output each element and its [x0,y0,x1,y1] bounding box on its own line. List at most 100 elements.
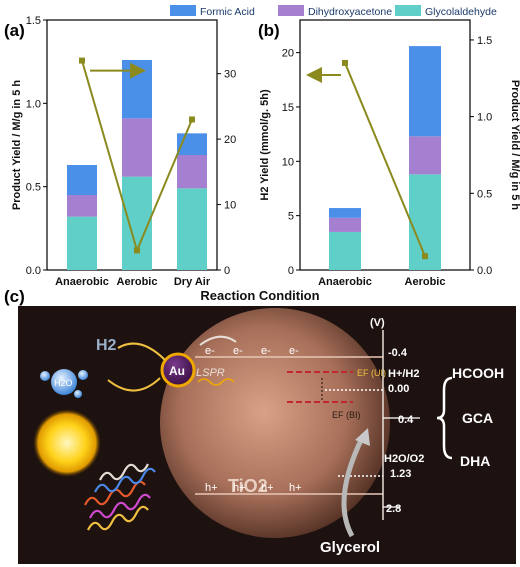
potential-0.4: 0.4 [398,414,414,426]
bar-glycolaldehyde-anaerobic [67,216,97,270]
unit-label: (V) [370,317,385,329]
glycerol-arrow [341,436,365,538]
hole-2: h+ [233,482,246,494]
h2o-bubble-3 [78,370,88,380]
right-y-tick-label: 0.5 [477,188,492,200]
x-tick-label: Aerobic [117,276,158,288]
h2o-label: H2O [54,378,73,388]
y-tick-label: 1.0 [26,98,41,110]
potential-1.23: 1.23 [390,468,411,480]
right-y-tick-label: 30 [224,69,236,81]
bar-formic-acid-anaerobic [329,208,361,218]
au-particle [160,352,196,388]
legend-label-glycolaldehyde: Glycolaldehyde [425,6,497,18]
sun-icon [33,409,101,477]
glycerol-arrowhead [355,428,370,446]
legend-swatch-formic-acid [170,5,196,16]
y-axis-label-b: H2 Yield (mmol/g. 5h) [259,89,271,201]
line-point [79,57,85,64]
legend-swatch-dihydroxyacetone [278,5,304,16]
bar-dihydroxyacetone-anaerobic [67,195,97,217]
h2-label: H2 [96,337,117,354]
legend-label-dihydroxyacetone: Dihydroxyacetone [308,6,392,18]
right-y-tick-label: 0.0 [477,265,492,277]
couple-h2o-o2: H2O/O2 [384,453,424,465]
panel-c: (c) TiO2 EF (UI) EF (BI) e- e- e- e- h+ … [4,287,516,564]
y-tick-label: 10 [282,156,294,168]
line-point [342,59,348,66]
x-tick-label: Dry Air [174,276,211,288]
legend-swatch-glycolaldehyde [395,5,421,16]
right-y-tick-label: 0 [224,265,230,277]
bar-formic-acid-aerobic [122,60,152,119]
bar-glycolaldehyde-aerobic [122,176,152,270]
right-y-axis-label-b: Product Yield / M/g in 5 h [509,80,520,210]
bar-formic-acid-aerobic [409,46,441,137]
hole-1: h+ [205,482,218,494]
product-brace [436,376,453,460]
right-y-tick-label: 10 [224,200,236,212]
electron-3: e- [261,345,271,357]
electron-1: e- [205,345,215,357]
tio2-sphere [160,308,390,538]
x-tick-label: Anaerobic [55,276,109,288]
chart-panel-a: (a) Anaerobic Aerobic Dry Air 0.0 0.5 1.0 1.5 0… [4,15,236,288]
y-tick-label: 15 [282,102,294,114]
panel-label-b: (b) [258,21,280,40]
potential-0.00: 0.00 [388,383,409,395]
bar-formic-acid-anaerobic [67,165,97,195]
bar-dihydroxyacetone-anaerobic [329,217,361,232]
legend-label-formic-acid: Formic Acid [200,6,255,18]
y-tick-label: 5 [288,211,294,223]
hole-3: h+ [261,482,274,494]
right-y-tick-label: 1.0 [477,112,492,124]
x-tick-label: Aerobic [405,276,446,288]
au-to-tio2-arrow [199,335,237,346]
electron-2: e- [233,345,243,357]
h2o-bubble-1 [51,369,77,395]
glycerol-label: Glycerol [320,539,380,556]
bar-dihydroxyacetone-aerobic [122,118,152,177]
line-point [134,247,140,254]
product-hcooh: HCOOH [452,365,504,381]
tio2-label: TiO2 [228,476,268,496]
au-label: Au [169,364,185,378]
bar-glycolaldehyde-anaerobic [329,231,361,270]
bar-dihydroxyacetone-dry-air [177,155,207,189]
chart-panel-b: (b) Anaerobic Aerobic 0 5 10 15 20 0.0 0.5 1.0 1.5… [258,19,520,288]
line-series [344,62,426,257]
h2o-to-au-arrow [107,377,161,392]
x-tick-label: Anaerobic [318,276,372,288]
lspr-label: LSPR [196,367,225,379]
fermi-label-bi: EF (BI) [332,410,361,420]
electron-4: e- [289,345,299,357]
couple-h-h2: H+/H2 [388,368,420,380]
product-dha: DHA [460,453,490,469]
x-axis-title: Reaction Condition [200,288,319,303]
lspr-wave [197,378,235,386]
au-h2-arrow [117,342,166,361]
axes-frame-b [299,19,471,271]
fermi-label-ui: EF (UI) [357,368,386,378]
product-gca: GCA [462,410,493,426]
legend: Formic Acid Dihydroxyacetone Glycolaldeh… [170,5,497,18]
panel-label-a: (a) [4,21,25,40]
potential-2.8: 2.8 [386,503,401,515]
h2o-bubble-2 [40,371,50,381]
potential-neg0.4: -0.4 [388,347,408,359]
y-axis-label-a: Product Yield / M/g in 5 h [11,80,23,210]
h2o-bubble-4 [74,390,82,398]
line-point [189,116,195,123]
y-tick-label: 0.5 [26,182,41,194]
y-tick-label: 20 [282,48,294,60]
y-tick-label: 1.5 [26,15,41,27]
panel-label-c: (c) [4,287,25,306]
bar-glycolaldehyde-dry-air [177,188,207,270]
line-point [422,253,428,260]
y-tick-label: 0.0 [26,265,41,277]
right-y-tick-label: 20 [224,134,236,146]
right-y-tick-label: 1.5 [477,35,492,47]
bar-dihydroxyacetone-aerobic [409,136,441,175]
light-rays-icon [84,463,156,531]
